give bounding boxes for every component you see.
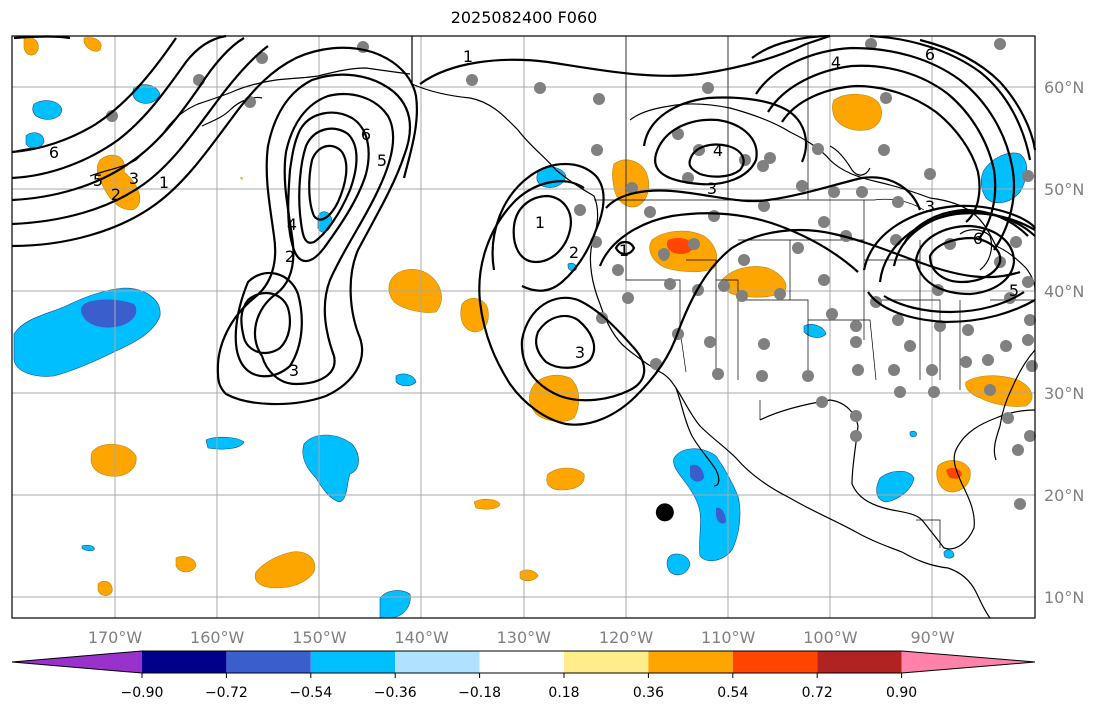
colorbar-segment [142,651,227,673]
colorbar-tick-label: 0.36 [633,685,664,701]
colorbar-segment [817,651,902,673]
longitude-tick-label: 130°W [497,628,552,647]
latitude-tick-label: 20°N [1044,486,1084,505]
colorbar-segment [648,651,733,673]
contour-label: 2 [111,185,121,204]
contour-label: 2 [285,247,295,266]
contour-label: 3 [129,169,139,188]
contour-label: 5 [1009,281,1019,300]
contour-label: 6 [973,229,983,248]
colorbar-tick-label: −0.36 [374,685,417,701]
contour-label: 4 [713,141,723,160]
contour-label: 3 [707,179,717,198]
contour-label: 1 [619,241,629,260]
contour-label: 1 [463,47,473,66]
contour-label: 4 [831,53,841,72]
longitude-tick-label: 160°W [190,628,245,647]
colorbar-tick-label: 0.90 [886,685,917,701]
latitude-tick-label: 40°N [1044,282,1084,301]
contour-label: 3 [289,361,299,380]
longitude-tick-label: 90°W [911,628,955,647]
colorbar-tick-label: 0.18 [548,685,579,701]
colorbar-tick-label: −0.72 [205,685,248,701]
coastlines [11,36,1036,619]
colorbar: −0.90 −0.72 −0.54 −0.36 −0.18 0.18 0.36 0.54 0.7… [11,650,1036,701]
colorbar-segment [12,651,142,673]
colorbar-segment [395,651,480,673]
longitude-tick-label: 140°W [394,628,449,647]
contour-label: 4 [287,215,297,234]
longitude-tick-label: 110°W [701,628,756,647]
map-title: 2025082400 F060 [450,8,598,27]
station-markers [106,38,1038,510]
longitude-axis-labels: 170°W 160°W 150°W 140°W 130°W 120°W 110°W 100°W… [88,628,955,647]
contour-label: 6 [49,143,59,162]
map-frame [11,35,1036,619]
colorbar-segment [732,651,818,673]
colorbar-tick-label: −0.18 [458,685,501,701]
colorbar-tick-label: −0.90 [121,685,164,701]
latitude-tick-label: 30°N [1044,384,1084,403]
colorbar-tick-label: 0.54 [717,685,748,701]
contour-label: 5 [93,171,103,190]
contour-label: 3 [575,343,585,362]
colorbar-segment [564,651,649,673]
latitude-tick-label: 50°N [1044,180,1084,199]
longitude-tick-label: 150°W [292,628,347,647]
contour-label: 1 [535,213,545,232]
colorbar-tick-label: 0.72 [802,685,833,701]
latitude-axis-labels: 60°N 50°N 40°N 30°N 20°N 10°N [1044,78,1084,607]
longitude-tick-label: 120°W [599,628,654,647]
contour-label: 2 [569,243,579,262]
contour-label: 6 [925,45,935,64]
colorbar-tick-label: −0.54 [289,685,332,701]
colorbar-segment [479,651,564,673]
latitude-tick-label: 60°N [1044,78,1084,97]
colorbar-segment [901,651,1035,673]
contour-label: 3 [925,197,935,216]
latitude-tick-label: 10°N [1044,588,1084,607]
colorbar-segment [226,651,311,673]
longitude-tick-label: 170°W [88,628,143,647]
contour-labels: 1 4 6 6 5 3 1 2 6 5 4 2 3 1 2 3 1 4 3 3 … [49,45,1019,380]
longitude-tick-label: 100°W [803,628,858,647]
colorbar-segment [310,651,396,673]
contour-label: 5 [377,151,387,170]
contour-label: 6 [361,125,371,144]
contour-label: 1 [159,173,169,192]
contour-lines [11,34,1037,426]
marked-storm-point [655,503,674,522]
